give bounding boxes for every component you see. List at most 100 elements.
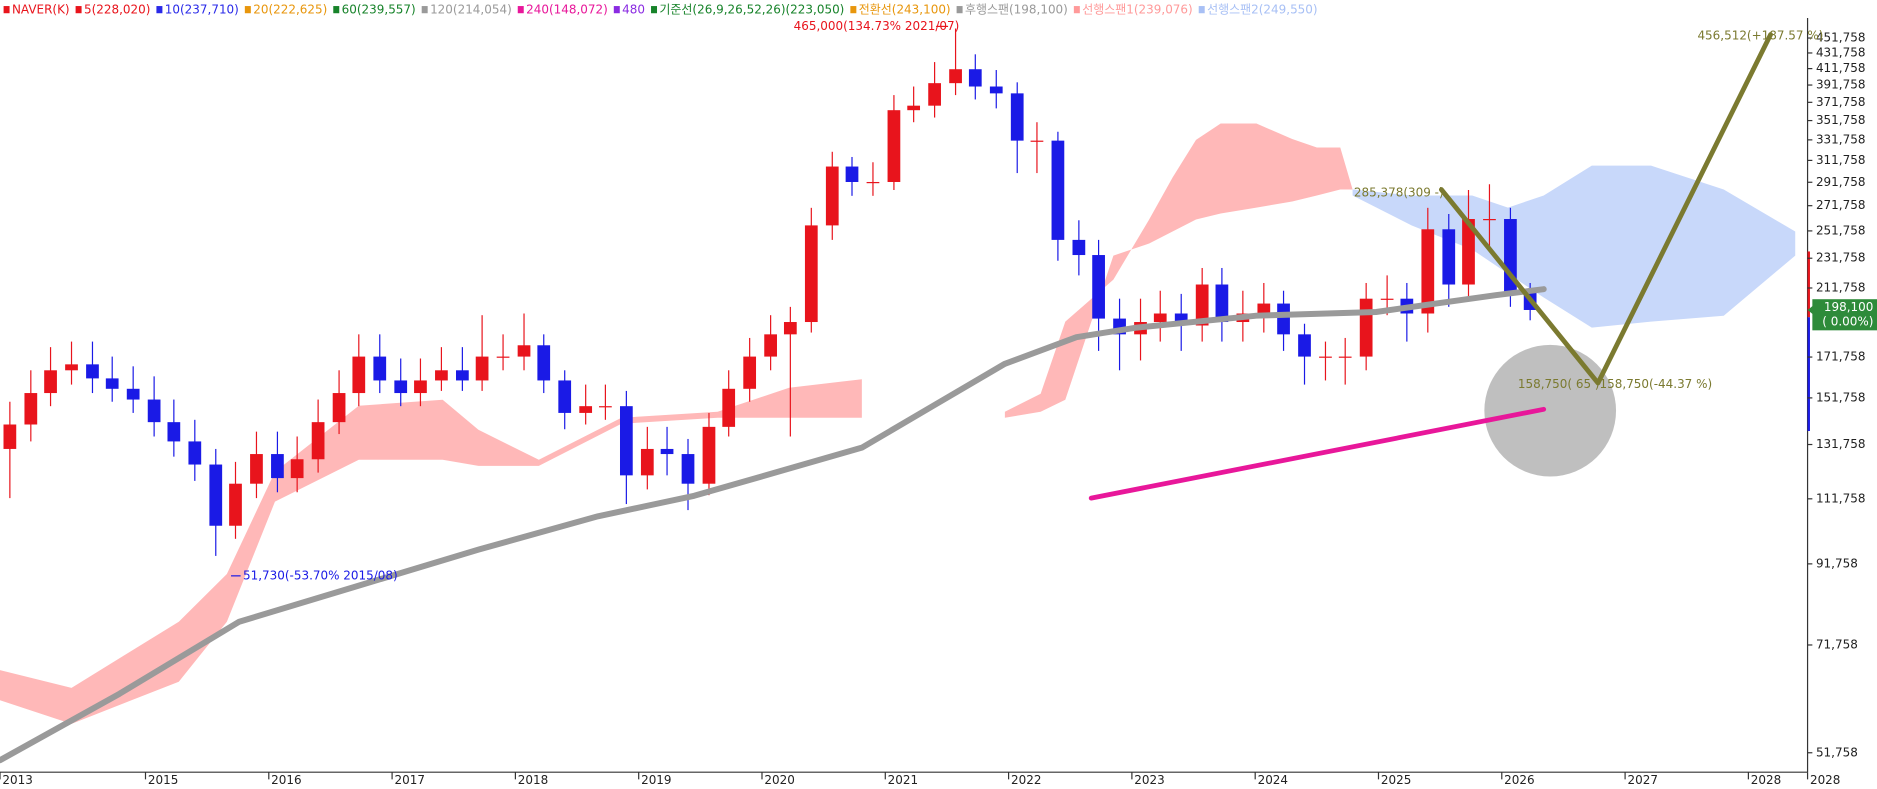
legend-label: 480 xyxy=(622,3,645,17)
legend-label: 240(148,072) xyxy=(526,3,608,17)
last-price-label: 198,100 xyxy=(1824,300,1874,314)
candle-body xyxy=(188,441,202,465)
candle-body xyxy=(619,406,633,476)
candle-body xyxy=(1010,93,1024,141)
candle-body xyxy=(1092,255,1105,319)
candle-body xyxy=(1257,303,1271,314)
x-tick-label: 2016 xyxy=(271,773,301,787)
candle-layer xyxy=(3,28,1537,556)
cloud-area xyxy=(1004,123,1353,418)
y-tick-label: 151,758 xyxy=(1816,390,1866,404)
legend-label: 선행스팬2(249,550) xyxy=(1207,2,1318,17)
legend-swatch xyxy=(956,6,963,14)
candle-body xyxy=(290,459,304,479)
candle-body xyxy=(517,345,531,357)
legend-label: 전환선(243,100) xyxy=(859,3,951,17)
candle-body xyxy=(271,454,284,479)
candle-body xyxy=(209,464,223,526)
candle-body xyxy=(1483,219,1496,221)
y-tick-label: 291,758 xyxy=(1816,175,1866,189)
candle-body xyxy=(24,393,38,425)
y-tick-label: 231,758 xyxy=(1816,251,1866,265)
candle-body xyxy=(1195,284,1209,326)
candle-body xyxy=(147,399,161,423)
legend-label: 후행스팬(198,100) xyxy=(965,2,1068,17)
legend-swatch xyxy=(244,6,251,14)
legend-label: 20(222,625) xyxy=(253,3,327,17)
legend-swatch xyxy=(333,6,340,14)
candle-body xyxy=(475,356,489,381)
x-tick-label: 2021 xyxy=(888,773,918,787)
y-tick-label: 351,758 xyxy=(1816,113,1866,127)
candle-body xyxy=(86,364,99,379)
y-tick-label: 411,758 xyxy=(1816,61,1866,75)
legend-swatch xyxy=(156,6,163,14)
candle-body xyxy=(599,406,612,408)
legend-swatch xyxy=(1198,6,1205,14)
y-tick-label: 271,758 xyxy=(1816,198,1866,212)
legend-swatch xyxy=(651,6,658,14)
candle-body xyxy=(1319,356,1332,358)
candle-body xyxy=(1153,313,1167,323)
last-price-box xyxy=(1812,299,1877,331)
x-tick-label: 2022 xyxy=(1011,773,1041,787)
candle-body xyxy=(352,356,366,394)
candle-body xyxy=(558,380,572,413)
candle-body xyxy=(1072,239,1086,256)
x-tick-label: 2013 xyxy=(2,773,32,787)
candle-body xyxy=(65,364,78,371)
annotation: 51,730(-53.70% 2015/08) xyxy=(243,568,398,582)
indicator-line xyxy=(0,286,1547,764)
legend-swatch xyxy=(517,6,524,14)
candle-body xyxy=(496,356,510,358)
annotation: 456,512(+187.57 %) xyxy=(1697,28,1823,42)
legend-label: 5(228,020) xyxy=(84,3,150,17)
annotation: 285,378(309 -) xyxy=(1354,185,1444,199)
candle-body xyxy=(825,166,839,226)
candle-body xyxy=(537,345,551,381)
legend-label: 기준선(26,9,26,52,26)(223,050) xyxy=(659,3,844,17)
x-tick-label: 2019 xyxy=(641,773,671,787)
x-tick-label: 2023 xyxy=(1134,773,1164,787)
cloud-area xyxy=(0,379,862,724)
candle-body xyxy=(229,483,242,526)
candle-body xyxy=(579,406,593,413)
y-tick-label: 251,758 xyxy=(1816,223,1866,237)
y-tick-label: 111,758 xyxy=(1816,491,1866,505)
y-tick-label: 451,758 xyxy=(1816,31,1866,45)
annotation: 465,000(134.73% 2021/07) xyxy=(794,19,960,33)
candle-body xyxy=(44,370,57,394)
candle-body xyxy=(949,69,962,84)
candle-body xyxy=(1030,140,1044,142)
legend-label: 60(239,557) xyxy=(342,3,416,17)
candle-body xyxy=(989,86,1003,94)
y-tick-label: 371,758 xyxy=(1816,95,1866,109)
candle-body xyxy=(250,454,263,484)
candle-body xyxy=(681,454,695,484)
candle-body xyxy=(907,105,921,111)
indicator-line xyxy=(1438,32,1773,386)
range-bar-up xyxy=(1807,251,1810,318)
legend-label: 120(214,054) xyxy=(430,3,512,17)
candle-body xyxy=(640,448,654,476)
candle-body xyxy=(1174,313,1188,326)
candle-body xyxy=(866,181,880,184)
x-tick-label: 2024 xyxy=(1258,773,1288,787)
candle-body xyxy=(660,448,674,455)
x-tick-label: 2027 xyxy=(1627,773,1657,787)
y-tick-label: 91,758 xyxy=(1816,556,1858,570)
y-tick-label: 391,758 xyxy=(1816,78,1866,92)
legend-swatch xyxy=(613,6,620,14)
last-price-change: ( 0.00%) xyxy=(1822,314,1873,328)
candle-body xyxy=(1359,298,1373,357)
candle-body xyxy=(1442,229,1456,285)
y-tick-label: 71,758 xyxy=(1816,637,1858,651)
x-tick-label: 2028 xyxy=(1751,773,1781,787)
legend-swatch xyxy=(75,6,82,14)
candle-body xyxy=(456,370,469,381)
candle-body xyxy=(928,83,941,106)
candle-body xyxy=(804,225,818,323)
candle-body xyxy=(373,356,387,381)
